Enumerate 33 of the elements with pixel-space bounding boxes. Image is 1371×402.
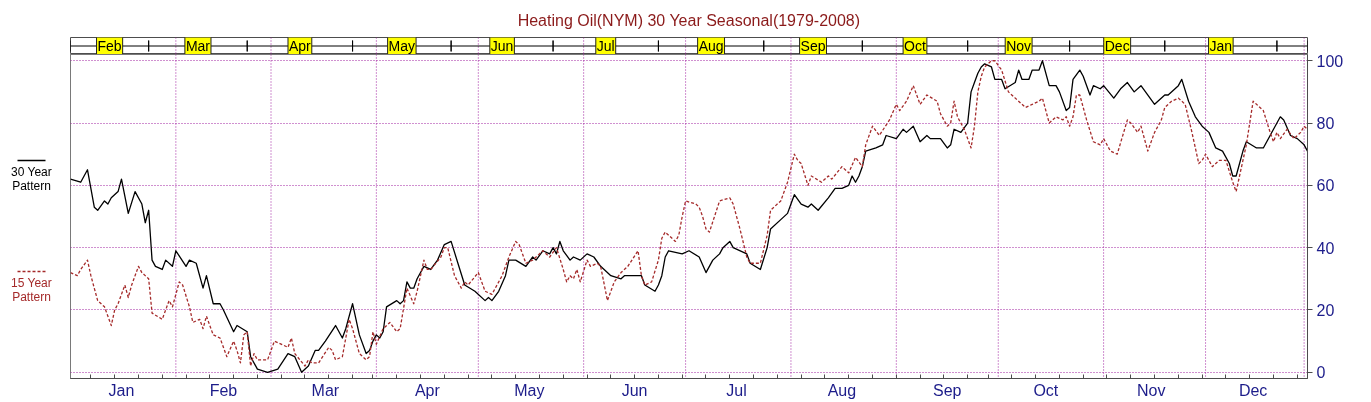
x-tick-label: Dec [1238, 381, 1268, 399]
y-tick-label: 20 [1316, 301, 1335, 319]
series-label: 15 Year Pattern [11, 275, 52, 304]
x-tick-label: Jan [108, 381, 135, 399]
y-tick-label: 40 [1316, 239, 1335, 257]
band-label: Apr [289, 38, 312, 54]
x-tick-label: Oct [1033, 381, 1059, 399]
x-tick-label: Nov [1136, 381, 1166, 399]
x-tick-label: Mar [311, 381, 340, 399]
y-tick-label: 0 [1316, 364, 1326, 382]
y-tick-label: 100 [1316, 52, 1344, 70]
x-tick-label: Jun [621, 381, 648, 399]
band-label: Sep [800, 38, 826, 54]
band-label: Nov [1006, 38, 1032, 54]
band-label: May [388, 38, 416, 54]
y-tick-label: 60 [1316, 177, 1335, 195]
x-tick-label: Feb [209, 381, 238, 399]
x-tick-label: Sep [933, 381, 962, 399]
series-label: 30 Year Pattern [11, 164, 52, 193]
x-tick-label: Aug [827, 381, 857, 399]
band-label: Jun [490, 38, 514, 54]
y-tick-label: 80 [1316, 115, 1335, 133]
band-label: Aug [698, 38, 724, 54]
band-label: Jan [1209, 38, 1233, 54]
band-label: Oct [904, 38, 926, 54]
x-tick-label: May [514, 381, 545, 399]
band-label: Dec [1104, 38, 1130, 54]
chart-title: Heating Oil(NYM) 30 Year Seasonal(1979-2008) [517, 11, 861, 29]
band-label: Jul [596, 38, 615, 54]
x-tick-label: Apr [414, 381, 441, 399]
band-label: Feb [97, 38, 122, 54]
band-label: Mar [185, 38, 211, 54]
x-tick-label: Jul [726, 381, 747, 399]
